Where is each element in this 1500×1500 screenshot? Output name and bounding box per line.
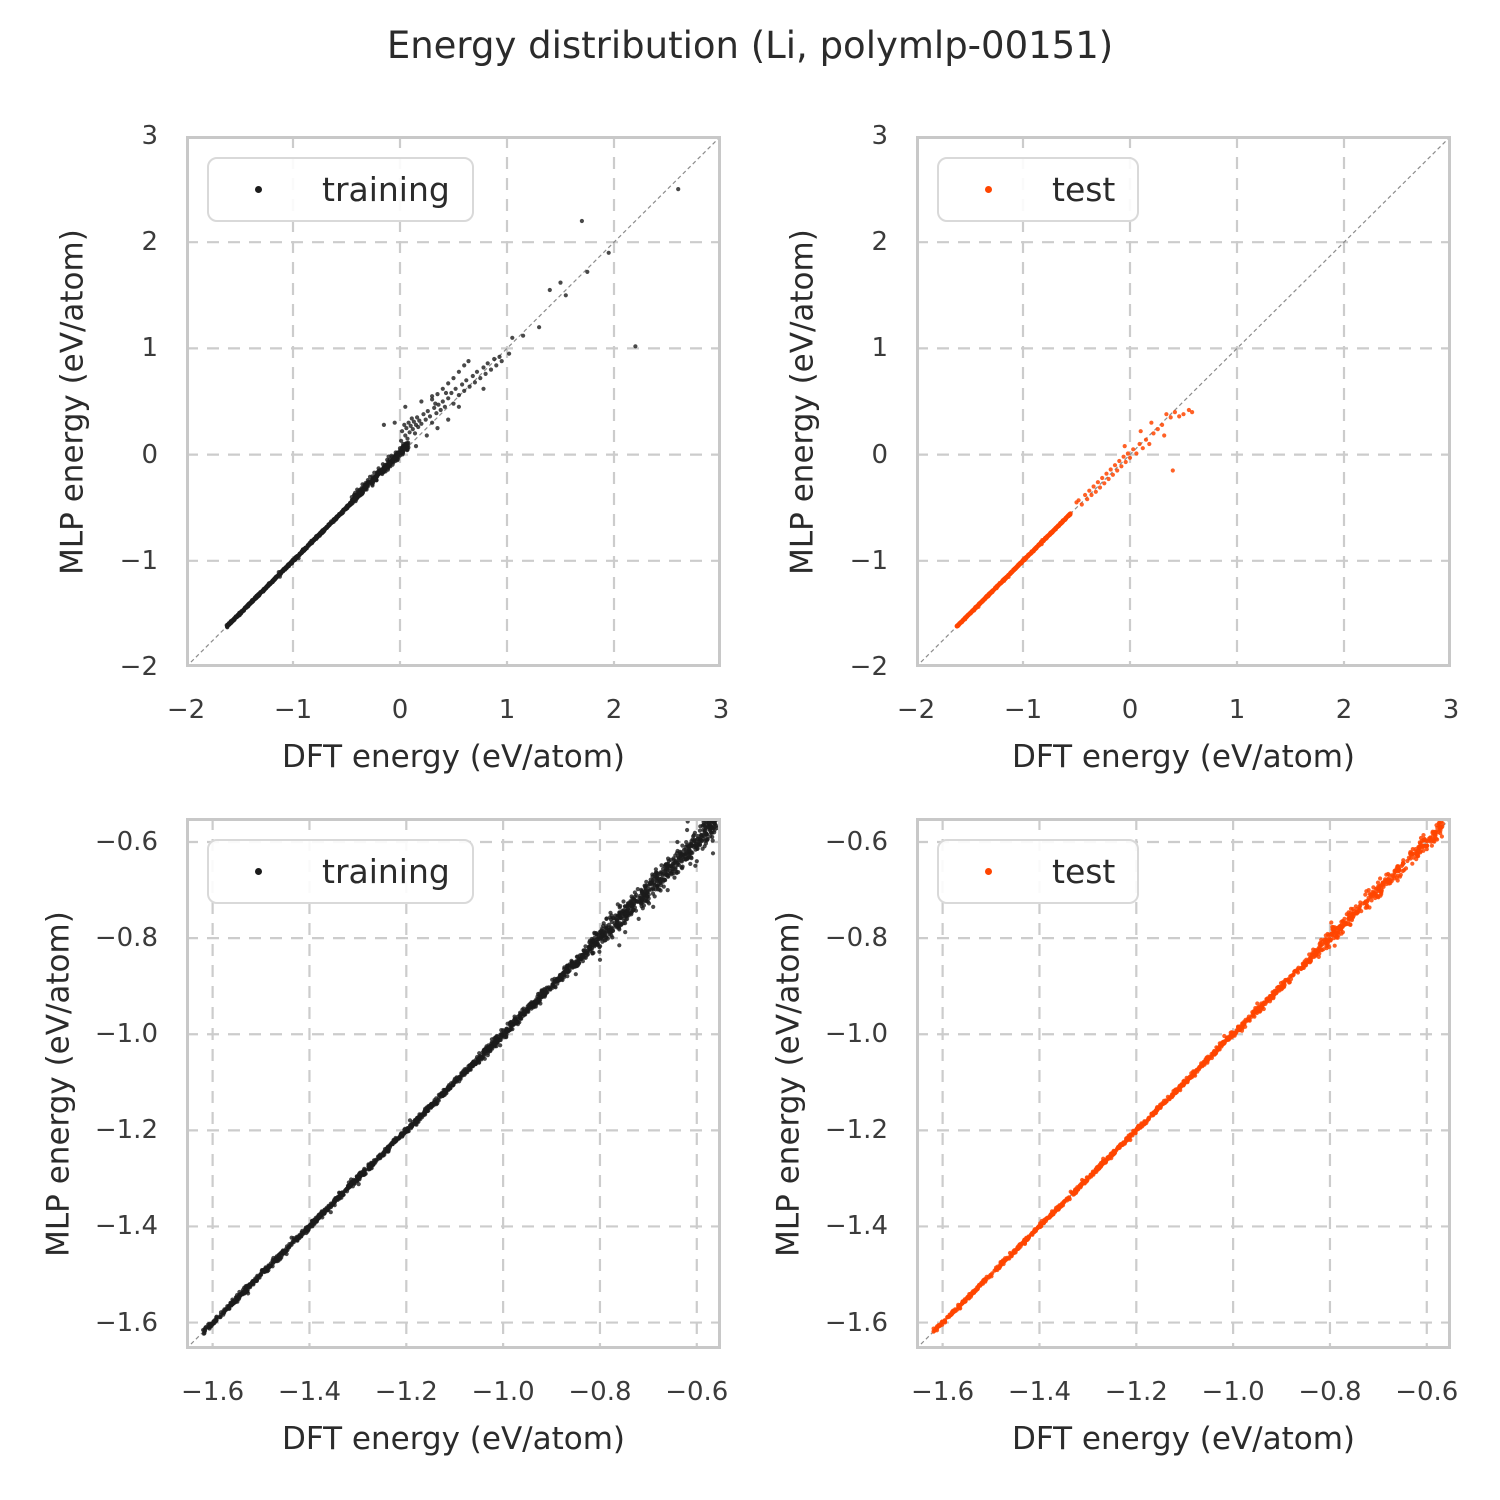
plot-frame bbox=[186, 818, 721, 1349]
plot-area bbox=[916, 136, 1451, 667]
x-axis-label: DFT energy (eV/atom) bbox=[281, 739, 626, 775]
legend-box: training bbox=[207, 839, 474, 904]
scatter-points-training bbox=[201, 818, 720, 1336]
plot-area bbox=[186, 818, 721, 1349]
x-axis-label: DFT energy (eV/atom) bbox=[281, 1421, 626, 1457]
y-tick-label: −2 bbox=[119, 652, 158, 682]
legend-box: test bbox=[937, 157, 1140, 222]
x-tick-label: −1.2 bbox=[374, 1377, 438, 1407]
x-tick-label: −0.6 bbox=[665, 1377, 729, 1407]
y-tick-label: −0.8 bbox=[824, 923, 888, 954]
y-tick-label: 2 bbox=[141, 227, 158, 258]
x-tick-label: −2 bbox=[166, 695, 206, 725]
x-tick-label: 3 bbox=[712, 695, 730, 725]
x-tick-label: 1 bbox=[498, 695, 516, 725]
x-tick-label: −1.6 bbox=[911, 1377, 975, 1407]
legend-box: test bbox=[937, 839, 1140, 904]
scatter-points-training bbox=[224, 187, 681, 630]
y-axis-label: MLP energy (eV/atom) bbox=[770, 910, 806, 1257]
y-tick-label: −1.2 bbox=[824, 1115, 888, 1146]
grid-lines bbox=[916, 136, 1451, 667]
y-tick-label: −0.6 bbox=[94, 827, 158, 858]
scatter-points-test bbox=[931, 819, 1445, 1334]
y-tick-label: −1 bbox=[849, 545, 888, 576]
plot-frame bbox=[186, 136, 721, 667]
y-tick-label: 0 bbox=[141, 439, 158, 470]
legend-marker-icon bbox=[985, 868, 992, 875]
y-tick-label: −1.0 bbox=[824, 1019, 888, 1050]
x-axis-label: DFT energy (eV/atom) bbox=[1011, 739, 1356, 775]
x-tick-label: 2 bbox=[605, 695, 623, 725]
plot-area bbox=[186, 136, 721, 667]
scatter-points-test bbox=[954, 407, 1195, 629]
y-tick-label: 1 bbox=[141, 333, 158, 364]
x-tick-label: −1 bbox=[273, 695, 313, 725]
x-axis-label: DFT energy (eV/atom) bbox=[1011, 1421, 1356, 1457]
grid-lines bbox=[186, 818, 721, 1349]
x-tick-label: 2 bbox=[1335, 695, 1353, 725]
y-tick-label: 3 bbox=[871, 121, 888, 151]
x-tick-label: −2 bbox=[896, 695, 936, 725]
plot-frame bbox=[916, 136, 1451, 667]
y-tick-label: −0.8 bbox=[94, 923, 158, 954]
x-tick-label: −1.4 bbox=[1007, 1377, 1072, 1407]
y-tick-label: −1.0 bbox=[94, 1019, 158, 1050]
x-tick-label: −0.8 bbox=[568, 1377, 632, 1407]
legend-label: test bbox=[1052, 170, 1116, 209]
y-tick-label: 3 bbox=[141, 121, 158, 151]
legend-marker-icon bbox=[255, 868, 262, 875]
legend-label: training bbox=[322, 170, 450, 209]
x-tick-label: 0 bbox=[391, 695, 409, 725]
y-tick-label: −1.4 bbox=[94, 1211, 158, 1242]
legend-box: training bbox=[207, 157, 474, 222]
x-tick-label: −1.0 bbox=[1201, 1377, 1265, 1407]
grid-lines bbox=[186, 136, 721, 667]
figure-title: Energy distribution (Li, polymlp-00151) bbox=[386, 24, 1114, 67]
x-tick-label: −1.2 bbox=[1104, 1377, 1168, 1407]
x-tick-label: −1.4 bbox=[277, 1377, 342, 1407]
y-tick-label: 1 bbox=[871, 333, 888, 364]
x-tick-label: 0 bbox=[1121, 695, 1139, 725]
x-tick-label: 3 bbox=[1442, 695, 1460, 725]
x-tick-label: 1 bbox=[1228, 695, 1246, 725]
x-tick-label: −0.8 bbox=[1298, 1377, 1362, 1407]
y-tick-label: −1.6 bbox=[94, 1307, 158, 1338]
plot-frame bbox=[916, 818, 1451, 1349]
y-tick-label: −0.6 bbox=[824, 827, 888, 858]
x-tick-label: −0.6 bbox=[1395, 1377, 1459, 1407]
legend-label: training bbox=[322, 852, 450, 891]
y-tick-label: 2 bbox=[871, 227, 888, 258]
legend-marker-icon bbox=[985, 186, 992, 193]
y-tick-label: 0 bbox=[871, 439, 888, 470]
legend-label: test bbox=[1052, 852, 1116, 891]
x-tick-label: −1.0 bbox=[471, 1377, 535, 1407]
y-tick-label: −1.6 bbox=[824, 1307, 888, 1338]
legend-marker-icon bbox=[255, 186, 262, 193]
x-tick-label: −1.6 bbox=[181, 1377, 245, 1407]
y-tick-label: −2 bbox=[849, 652, 888, 682]
x-tick-label: −1 bbox=[1003, 695, 1043, 725]
y-tick-label: −1.4 bbox=[824, 1211, 888, 1242]
y-tick-label: −1 bbox=[119, 545, 158, 576]
y-tick-label: −1.2 bbox=[94, 1115, 158, 1146]
